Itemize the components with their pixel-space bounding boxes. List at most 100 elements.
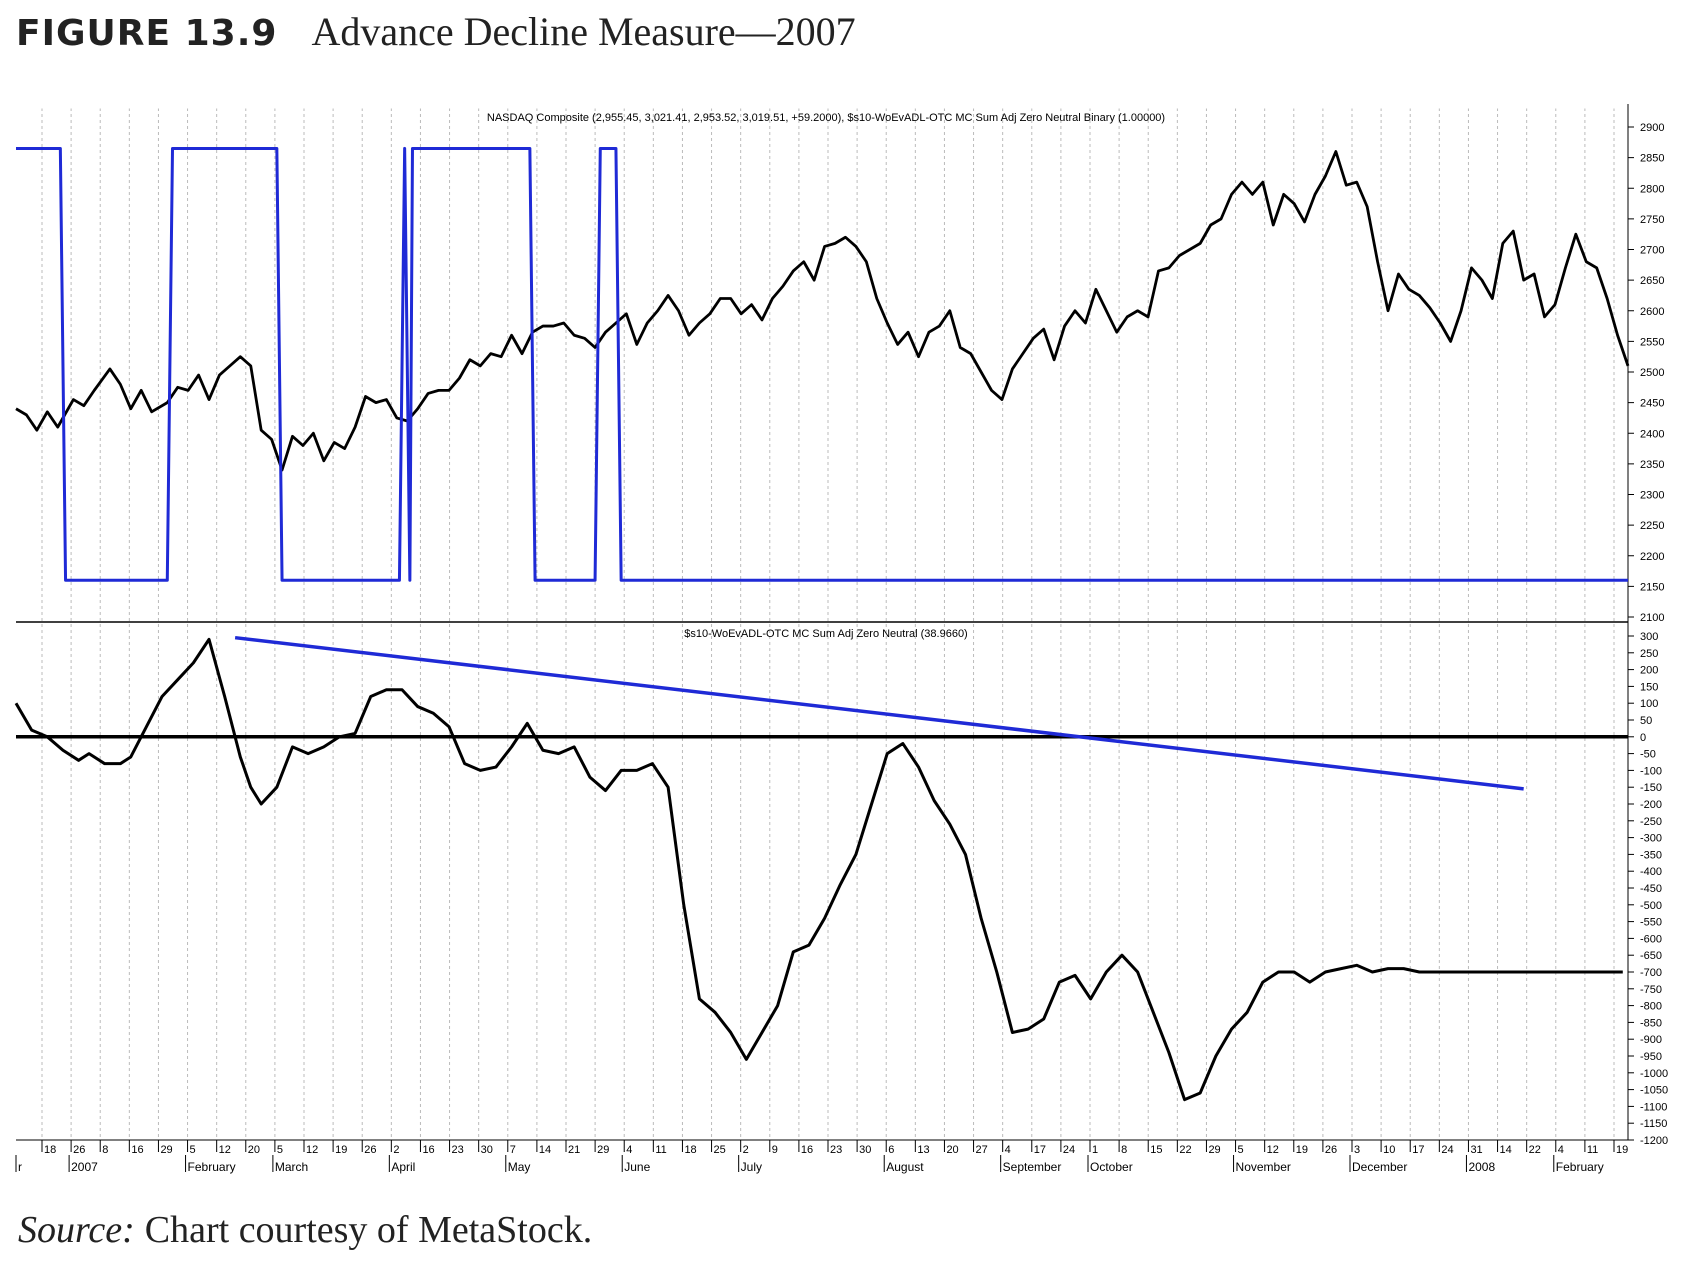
adl-y-axis: 300 250 200 150 100 50 0 -50 -100 -150 -200 -250 -30… [1628, 631, 1668, 1147]
y-tick-label: -300 [1640, 833, 1662, 845]
y-tick-label: 2150 [1640, 581, 1664, 593]
y-tick-label: 50 [1640, 715, 1652, 727]
x-tick-label: 8 [102, 1144, 108, 1156]
y-tick-label: -1150 [1640, 1118, 1667, 1130]
y-tick-label: 2200 [1640, 551, 1664, 563]
x-tick-label: 12 [1267, 1144, 1279, 1156]
price-panel-title: NASDAQ Composite (2,955.45, 3,021.41, 2,… [487, 112, 1165, 124]
month-label: May [508, 1160, 531, 1174]
y-tick-label: 300 [1640, 631, 1658, 643]
y-tick-label: 2450 [1640, 398, 1664, 410]
y-tick-label: 200 [1640, 665, 1658, 677]
figure-number: FIGURE 13.9 [16, 13, 278, 54]
x-tick-label: 21 [568, 1144, 580, 1156]
y-tick-label: -900 [1640, 1034, 1662, 1046]
binary-line [16, 146, 1628, 582]
month-label: September [1003, 1160, 1062, 1174]
x-tick-label: 24 [1063, 1144, 1075, 1156]
month-label: r [18, 1160, 22, 1174]
y-tick-label: 150 [1640, 681, 1658, 693]
month-label: February [1556, 1160, 1604, 1174]
y-tick-label: 2700 [1640, 245, 1664, 257]
y-tick-label: -550 [1640, 917, 1662, 929]
x-tick-label: 12 [306, 1144, 318, 1156]
y-tick-label: -350 [1640, 849, 1662, 861]
x-tick-label: 17 [1034, 1144, 1046, 1156]
y-tick-label: 2900 [1640, 122, 1664, 134]
y-tick-label: 2800 [1640, 183, 1664, 195]
x-axis: 18 26 8 16 29 5 12 20 5 12 19 26 2 16 23 30 7 14 21 29 4 11 18… [15, 1140, 1628, 1174]
x-tick-label: 14 [539, 1144, 551, 1156]
x-tick-label: 3 [1354, 1144, 1360, 1156]
x-tick-label: 1 [1092, 1144, 1098, 1156]
adl-panel-title: $s10-WoEvADL-OTC MC Sum Adj Zero Neutral… [684, 628, 967, 640]
x-tick-label: 5 [1238, 1144, 1244, 1156]
x-tick-label: 26 [1325, 1144, 1337, 1156]
y-tick-label: 2850 [1640, 153, 1664, 165]
y-tick-label: -1200 [1640, 1135, 1668, 1147]
trendline [234, 635, 1524, 791]
x-tick-label: 10 [1383, 1144, 1395, 1156]
month-label: July [741, 1160, 762, 1174]
y-tick-label: -750 [1640, 984, 1662, 996]
x-tick-label: 4 [626, 1144, 632, 1156]
y-tick-label: 2400 [1640, 428, 1664, 440]
y-tick-label: -500 [1640, 900, 1662, 912]
y-tick-label: -50 [1640, 749, 1656, 761]
y-tick-label: -950 [1640, 1051, 1662, 1063]
y-tick-label: 100 [1640, 698, 1658, 710]
y-tick-label: -450 [1640, 883, 1662, 895]
y-tick-label: -250 [1640, 816, 1662, 828]
x-tick-label: 30 [481, 1144, 493, 1156]
y-tick-label: -150 [1640, 782, 1662, 794]
adl-panel-series [14, 635, 1628, 1102]
y-tick-label: 250 [1640, 648, 1658, 660]
x-tick-label: 26 [364, 1144, 376, 1156]
x-tick-label: 16 [801, 1144, 813, 1156]
x-tick-label: 19 [1296, 1144, 1308, 1156]
x-tick-label: 23 [830, 1144, 842, 1156]
y-tick-label: 2500 [1640, 367, 1664, 379]
source-text: Chart courtesy of MetaStock. [144, 1209, 593, 1251]
x-tick-label: 16 [131, 1144, 143, 1156]
month-label: June [624, 1160, 650, 1174]
x-tick-label: 12 [219, 1144, 231, 1156]
y-tick-label: 2550 [1640, 336, 1664, 348]
month-label: December [1352, 1160, 1407, 1174]
x-tick-label: 4 [1005, 1144, 1011, 1156]
x-tick-label: 16 [422, 1144, 434, 1156]
x-tick-label: 22 [1179, 1144, 1191, 1156]
month-label: March [275, 1160, 308, 1174]
y-tick-label: -1050 [1640, 1085, 1668, 1097]
x-tick-label: 6 [888, 1144, 894, 1156]
y-tick-label: 2600 [1640, 306, 1664, 318]
y-tick-label: 0 [1640, 732, 1646, 744]
month-label: 2008 [1468, 1160, 1495, 1174]
x-tick-label: 22 [1529, 1144, 1541, 1156]
source-note: Source: Chart courtesy of MetaStock. [18, 1208, 592, 1252]
y-tick-label: 2100 [1640, 612, 1664, 624]
x-tick-label: 13 [917, 1144, 929, 1156]
x-tick-label: 11 [655, 1144, 666, 1156]
x-tick-label: 17 [1412, 1144, 1424, 1156]
x-tick-label: 20 [946, 1144, 958, 1156]
figure-title: FIGURE 13.9 Advance Decline Measure—2007 [16, 8, 856, 55]
price-panel-series [15, 146, 1630, 582]
y-tick-label: -600 [1640, 933, 1662, 945]
x-tick-label: 4 [1558, 1144, 1564, 1156]
x-tick-label: 5 [190, 1144, 196, 1156]
y-tick-label: -1100 [1640, 1101, 1667, 1113]
x-tick-label: 26 [73, 1144, 85, 1156]
x-tick-label: 2 [393, 1144, 399, 1156]
x-tick-label: 18 [44, 1144, 56, 1156]
x-tick-label: 29 [160, 1144, 172, 1156]
price-y-axis: 2100 2150 2200 2250 2300 2350 2400 2450 2500 2550… [1628, 122, 1664, 624]
y-tick-label: -700 [1640, 967, 1662, 979]
x-tick-label: 30 [859, 1144, 871, 1156]
x-tick-label: 23 [452, 1144, 464, 1156]
x-tick-label: 19 [1616, 1144, 1628, 1156]
y-tick-label: -800 [1640, 1001, 1662, 1013]
source-label: Source: [18, 1209, 135, 1251]
month-label: August [886, 1160, 924, 1174]
